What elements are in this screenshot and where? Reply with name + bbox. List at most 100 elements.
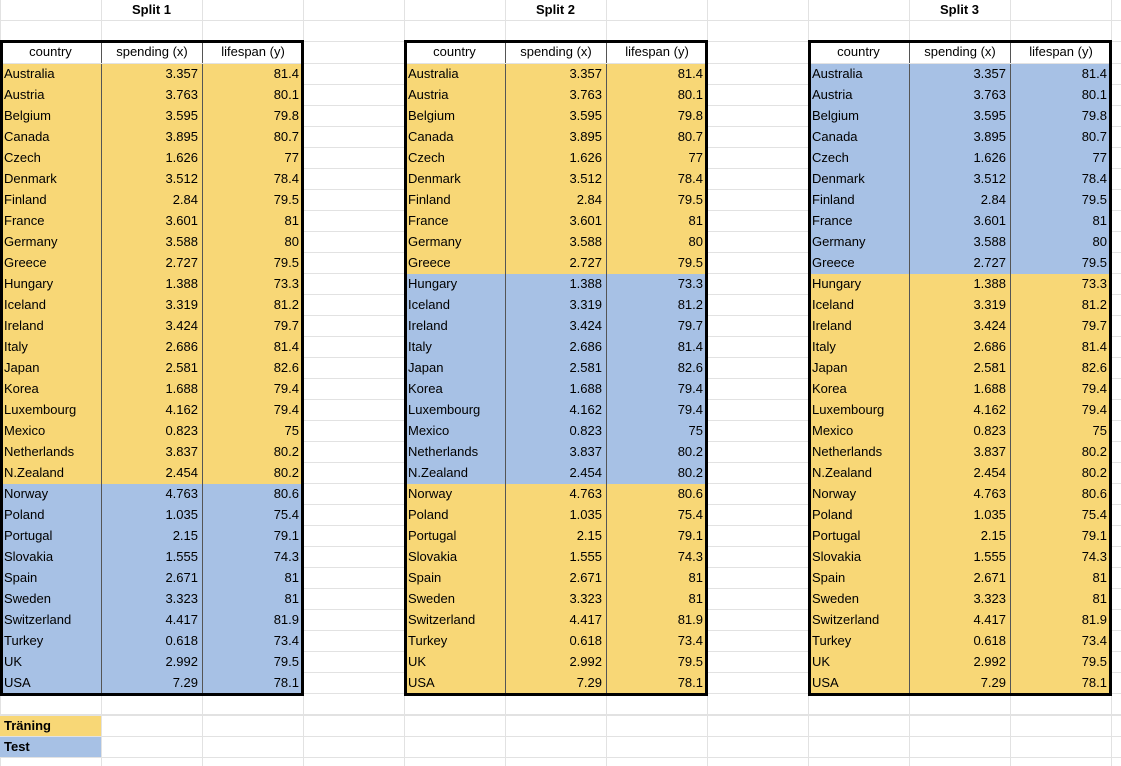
table-cell-country[interactable]: Slovakia	[404, 547, 505, 568]
table-cell-lifespan[interactable]: 78.4	[1010, 169, 1111, 190]
table-cell-country[interactable]: Iceland	[0, 295, 101, 316]
table-cell-spending[interactable]: 3.357	[909, 64, 1010, 85]
table-cell-country[interactable]: Slovakia	[0, 547, 101, 568]
table-cell-lifespan[interactable]: 79.4	[1010, 400, 1111, 421]
table-cell-lifespan[interactable]: 79.5	[606, 253, 707, 274]
table-cell-lifespan[interactable]: 81	[1010, 568, 1111, 589]
table-cell-lifespan[interactable]: 73.4	[202, 631, 303, 652]
table-cell-country[interactable]: Italy	[0, 337, 101, 358]
table-cell-country[interactable]: Czech	[808, 148, 909, 169]
table-cell-spending[interactable]: 1.035	[909, 505, 1010, 526]
table-cell-country[interactable]: Canada	[0, 127, 101, 148]
table-cell-country[interactable]: N.Zealand	[404, 463, 505, 484]
table-cell-spending[interactable]: 2.671	[909, 568, 1010, 589]
table-cell-lifespan[interactable]: 81	[202, 568, 303, 589]
table-cell-lifespan[interactable]: 79.4	[202, 379, 303, 400]
table-cell-lifespan[interactable]: 80.2	[606, 463, 707, 484]
table-cell-lifespan[interactable]: 80.1	[606, 85, 707, 106]
table-cell-country[interactable]: UK	[0, 652, 101, 673]
table-cell-country[interactable]: Luxembourg	[808, 400, 909, 421]
table-cell-lifespan[interactable]: 81.2	[606, 295, 707, 316]
table-cell-country[interactable]: Belgium	[808, 106, 909, 127]
table-cell-lifespan[interactable]: 80.2	[202, 463, 303, 484]
table-cell-lifespan[interactable]: 80.2	[1010, 442, 1111, 463]
table-cell-country[interactable]: Netherlands	[808, 442, 909, 463]
table-cell-country[interactable]: Korea	[0, 379, 101, 400]
table-cell-spending[interactable]: 3.319	[909, 295, 1010, 316]
table-cell-lifespan[interactable]: 79.4	[1010, 379, 1111, 400]
table-cell-country[interactable]: Mexico	[0, 421, 101, 442]
table-cell-country[interactable]: Korea	[808, 379, 909, 400]
table-cell-spending[interactable]: 7.29	[505, 673, 606, 694]
table-cell-lifespan[interactable]: 80	[1010, 232, 1111, 253]
table-cell-lifespan[interactable]: 81.9	[606, 610, 707, 631]
table-cell-lifespan[interactable]: 77	[606, 148, 707, 169]
table-cell-country[interactable]: Netherlands	[0, 442, 101, 463]
table-cell-lifespan[interactable]: 81.4	[1010, 337, 1111, 358]
table-cell-lifespan[interactable]: 75.4	[606, 505, 707, 526]
table-cell-country[interactable]: Japan	[404, 358, 505, 379]
table-cell-spending[interactable]: 0.618	[909, 631, 1010, 652]
table-cell-lifespan[interactable]: 79.8	[202, 106, 303, 127]
table-cell-spending[interactable]: 1.626	[101, 148, 202, 169]
table-cell-lifespan[interactable]: 73.3	[202, 274, 303, 295]
table-cell-country[interactable]: Norway	[808, 484, 909, 505]
table-cell-country[interactable]: Australia	[0, 64, 101, 85]
table-cell-lifespan[interactable]: 81.2	[1010, 295, 1111, 316]
table-cell-country[interactable]: Australia	[808, 64, 909, 85]
table-cell-country[interactable]: Denmark	[404, 169, 505, 190]
table-cell-lifespan[interactable]: 80.7	[1010, 127, 1111, 148]
table-cell-country[interactable]: Hungary	[808, 274, 909, 295]
table-cell-country[interactable]: Mexico	[404, 421, 505, 442]
table-cell-country[interactable]: Ireland	[808, 316, 909, 337]
table-cell-lifespan[interactable]: 80.7	[606, 127, 707, 148]
table-cell-country[interactable]: Portugal	[404, 526, 505, 547]
table-cell-spending[interactable]: 0.618	[505, 631, 606, 652]
table-cell-country[interactable]: USA	[808, 673, 909, 694]
table-cell-country[interactable]: Germany	[404, 232, 505, 253]
column-header-country[interactable]: country	[0, 42, 101, 63]
table-cell-spending[interactable]: 4.162	[101, 400, 202, 421]
table-cell-spending[interactable]: 3.323	[101, 589, 202, 610]
table-cell-lifespan[interactable]: 79.5	[606, 190, 707, 211]
table-cell-lifespan[interactable]: 79.5	[606, 652, 707, 673]
table-cell-country[interactable]: USA	[404, 673, 505, 694]
table-cell-spending[interactable]: 1.555	[505, 547, 606, 568]
table-cell-spending[interactable]: 3.319	[505, 295, 606, 316]
column-header-lifespan[interactable]: lifespan (y)	[202, 42, 303, 63]
table-cell-country[interactable]: Luxembourg	[404, 400, 505, 421]
table-cell-lifespan[interactable]: 79.4	[202, 400, 303, 421]
table-cell-lifespan[interactable]: 78.1	[606, 673, 707, 694]
table-cell-lifespan[interactable]: 81	[202, 589, 303, 610]
table-cell-spending[interactable]: 2.727	[505, 253, 606, 274]
table-cell-spending[interactable]: 3.837	[505, 442, 606, 463]
table-cell-country[interactable]: Korea	[404, 379, 505, 400]
table-cell-lifespan[interactable]: 74.3	[606, 547, 707, 568]
table-cell-spending[interactable]: 3.601	[505, 211, 606, 232]
table-cell-spending[interactable]: 2.686	[909, 337, 1010, 358]
table-cell-country[interactable]: Hungary	[0, 274, 101, 295]
table-cell-country[interactable]: France	[808, 211, 909, 232]
table-cell-country[interactable]: Turkey	[404, 631, 505, 652]
table-cell-lifespan[interactable]: 80.1	[1010, 85, 1111, 106]
table-cell-spending[interactable]: 3.512	[505, 169, 606, 190]
table-cell-country[interactable]: Austria	[808, 85, 909, 106]
table-cell-spending[interactable]: 0.823	[101, 421, 202, 442]
table-cell-spending[interactable]: 3.588	[101, 232, 202, 253]
table-cell-country[interactable]: Canada	[808, 127, 909, 148]
table-cell-country[interactable]: Finland	[808, 190, 909, 211]
table-cell-lifespan[interactable]: 78.1	[1010, 673, 1111, 694]
table-cell-spending[interactable]: 3.357	[505, 64, 606, 85]
table-cell-country[interactable]: N.Zealand	[808, 463, 909, 484]
table-cell-lifespan[interactable]: 73.4	[606, 631, 707, 652]
table-cell-lifespan[interactable]: 75.4	[202, 505, 303, 526]
table-cell-spending[interactable]: 1.388	[101, 274, 202, 295]
table-cell-country[interactable]: Poland	[404, 505, 505, 526]
table-cell-country[interactable]: USA	[0, 673, 101, 694]
table-cell-spending[interactable]: 1.555	[101, 547, 202, 568]
table-cell-lifespan[interactable]: 73.3	[1010, 274, 1111, 295]
table-cell-lifespan[interactable]: 75	[606, 421, 707, 442]
table-cell-spending[interactable]: 2.686	[505, 337, 606, 358]
table-cell-country[interactable]: Australia	[404, 64, 505, 85]
table-cell-lifespan[interactable]: 80	[202, 232, 303, 253]
